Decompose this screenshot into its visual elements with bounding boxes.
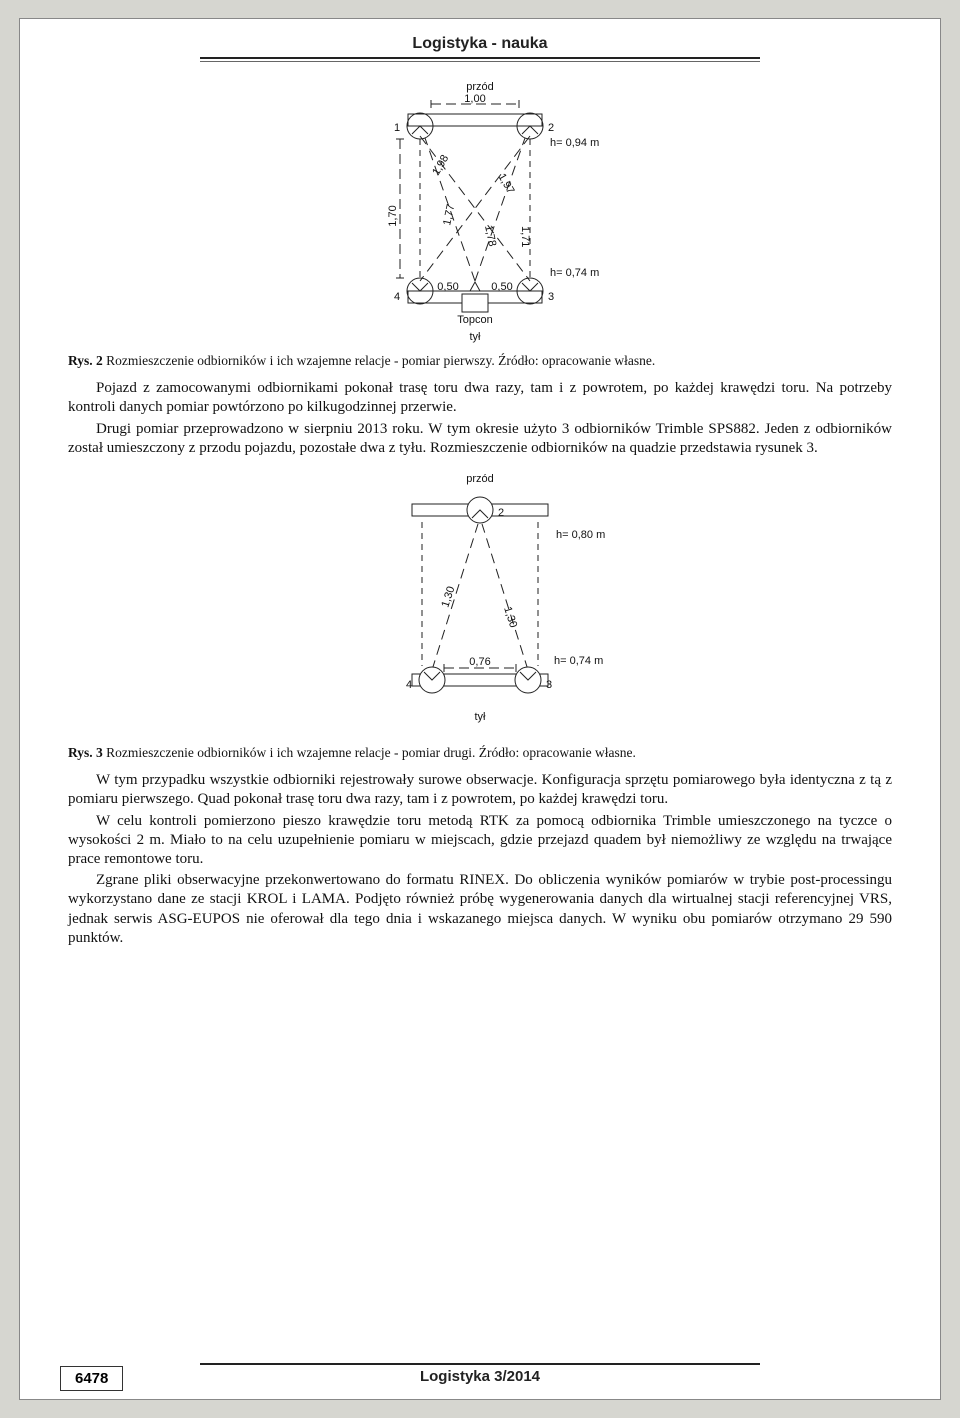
para-5: Zgrane pliki obserwacyjne przekonwertowa…	[68, 871, 892, 948]
fig2-n4: 4	[406, 679, 412, 691]
caption-1-rest: Rozmieszczenie odbiorników i ich wzajemn…	[103, 353, 655, 368]
figure-1-svg: przód	[330, 76, 630, 346]
caption-2-prefix: Rys. 3	[68, 745, 103, 760]
fig1-d4: 1,71	[519, 226, 531, 247]
fig1-n1: 1	[394, 122, 400, 134]
caption-1-prefix: Rys. 2	[68, 353, 103, 368]
fig2-d1: 1,30	[501, 605, 519, 629]
fig2-tyl: tył	[475, 711, 487, 723]
fig1-d1: 1,97	[495, 172, 516, 197]
fig1-h-top: h= 0,94 m	[550, 137, 599, 149]
caption-2: Rys. 3 Rozmieszczenie odbiorników i ich …	[68, 744, 892, 761]
para-1: Pojazd z zamocowanymi odbiornikami pokon…	[68, 379, 892, 417]
fig1-top-width: 1,00	[464, 93, 485, 105]
para-3: W tym przypadku wszystkie odbiorniki rej…	[68, 771, 892, 809]
footer-rule	[200, 1363, 760, 1365]
para-2: Drugi pomiar przeprowadzono w sierpniu 2…	[68, 420, 892, 458]
fig2-n3: 3	[546, 679, 552, 691]
header-rule	[200, 57, 760, 59]
page: Logistyka - nauka przód	[19, 18, 941, 1400]
header-rule-thin	[200, 61, 760, 62]
fig1-bh-a: 0,50	[437, 281, 458, 293]
fig2-bw: 0,76	[469, 656, 490, 668]
caption-2-rest: Rozmieszczenie odbiorników i ich wzajemn…	[103, 745, 636, 760]
content: przód	[20, 76, 940, 948]
fig2-h-bottom: h= 0,74 m	[554, 655, 603, 667]
fig2-d0: 1,30	[439, 585, 457, 609]
fig2-h-top: h= 0,80 m	[556, 529, 605, 541]
fig1-bh-b: 0,50	[491, 281, 512, 293]
figure-2: przód 2 h= 0,80 m 1,30 1,30	[68, 468, 892, 738]
fig1-n2: 2	[548, 122, 554, 134]
fig1-d3: 1,78	[482, 224, 498, 247]
figure-2-svg: przód 2 h= 0,80 m 1,30 1,30	[340, 468, 620, 738]
caption-1: Rys. 2 Rozmieszczenie odbiorników i ich …	[68, 352, 892, 369]
fig1-n3: 3	[548, 291, 554, 303]
fig1-d0: 1,98	[430, 153, 451, 178]
figure-1: przód	[68, 76, 892, 346]
fig1-left-height: 1,70	[387, 205, 399, 226]
footer: Logistyka 3/2014	[20, 1363, 940, 1385]
footer-text: Logistyka 3/2014	[420, 1368, 540, 1385]
fig1-device: Topcon	[457, 314, 492, 326]
fig1-n4: 4	[394, 291, 400, 303]
fig2-przod: przód	[466, 473, 494, 485]
fig1-d2: 1,77	[441, 203, 457, 226]
para-4: W celu kontroli pomierzono pieszo krawęd…	[68, 812, 892, 870]
page-header: Logistyka - nauka	[20, 19, 940, 57]
fig1-h-bottom: h= 0,74 m	[550, 267, 599, 279]
fig2-n2: 2	[498, 507, 504, 519]
fig1-tyl: tył	[470, 331, 482, 343]
fig1-przod: przód	[466, 81, 494, 93]
